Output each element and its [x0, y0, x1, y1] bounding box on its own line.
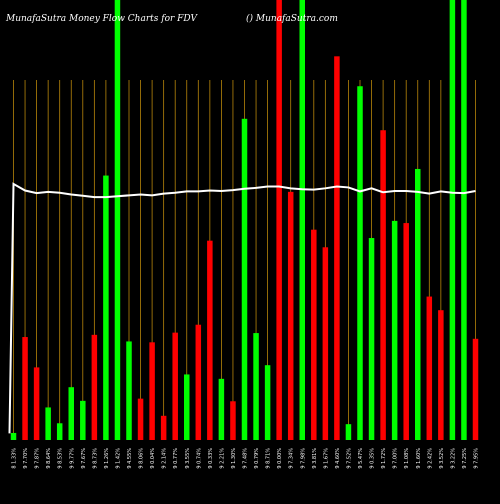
- chart-bar: [299, 0, 305, 440]
- chart-bar: [287, 191, 294, 440]
- chart-bar: [334, 56, 340, 440]
- chart-bar: [10, 432, 17, 440]
- chart-bar: [80, 400, 86, 440]
- x-tick-label: 9 8.06%: [139, 448, 145, 469]
- chart-bar: [137, 398, 144, 440]
- x-tick-label: 9 0.35%: [370, 448, 376, 469]
- x-tick-label: 9 1.67%: [323, 448, 329, 469]
- chart-bar: [91, 334, 98, 440]
- x-tick-label: 9 7.98%: [300, 448, 306, 469]
- x-tick-label: 9 2.21%: [219, 448, 225, 469]
- x-tick-label: 9 1.26%: [104, 448, 110, 469]
- chart-bar: [276, 0, 282, 440]
- chart-bar: [311, 229, 317, 440]
- x-tick-label: 9 7.00%: [393, 448, 399, 469]
- chart-bar: [172, 332, 178, 440]
- chart-bar: [264, 365, 271, 440]
- x-tick-label: 8 1.33%: [12, 448, 18, 469]
- chart-bar: [391, 220, 398, 440]
- chart-bar: [126, 341, 132, 440]
- x-tick-label: 9 2.14%: [162, 448, 168, 469]
- x-tick-label: 9 3.81%: [312, 448, 318, 469]
- x-tick-label: 9 0.77%: [173, 448, 179, 469]
- x-tick-label: 9 7.67%: [81, 448, 87, 469]
- chart-bar: [114, 0, 121, 440]
- chart-bar: [403, 223, 409, 440]
- x-tick-label: 9 3.52%: [439, 448, 445, 469]
- chart-title: MunafaSutra Money Flow Charts for FDV: [6, 14, 197, 24]
- chart-bar: [438, 310, 444, 440]
- chart-bar: [45, 407, 51, 440]
- x-tick-label: 9 8.71%: [266, 448, 272, 469]
- chart-bar: [357, 86, 363, 441]
- x-tick-label: 9 2.42%: [427, 448, 433, 469]
- x-tick-label: 9 8.64%: [46, 448, 52, 469]
- chart-bar: [472, 338, 479, 440]
- x-tick-label: 9 7.25%: [462, 448, 468, 469]
- chart-bar: [218, 378, 225, 440]
- chart-bar: [22, 337, 28, 440]
- chart-bar: [415, 168, 421, 440]
- x-tick-label: 9 7.34%: [289, 448, 295, 469]
- x-tick-label: 9 1.42%: [115, 448, 121, 469]
- x-tick-label: 9 1.08%: [404, 448, 410, 469]
- x-tick-label: 9 0.04%: [150, 448, 156, 469]
- chart-bar: [253, 333, 259, 440]
- chart-bar: [449, 0, 456, 440]
- x-tick-label: 9 7.52%: [346, 448, 352, 469]
- x-tick-label: 9 0.33%: [208, 448, 214, 469]
- x-tick-label: 9 7.95%: [474, 448, 480, 469]
- x-tick-label: 9 1.72%: [381, 448, 387, 469]
- chart-bar: [33, 367, 40, 440]
- chart-bar: [368, 238, 375, 440]
- x-tick-label: 9 7.48%: [243, 448, 249, 469]
- chart-bar: [149, 342, 155, 440]
- x-tick-label: 9 5.47%: [358, 448, 364, 469]
- x-tick-label: 9 8.53%: [58, 448, 64, 469]
- chart-bar: [68, 387, 74, 440]
- chart-bar: [184, 374, 190, 440]
- x-tick-label: 9 0.00%: [277, 448, 283, 469]
- x-tick-label: 9 0.79%: [254, 448, 260, 469]
- x-tick-label: 9 4.60%: [335, 448, 341, 469]
- chart-bar: [241, 118, 248, 441]
- x-tick-label: 9 7.70%: [23, 448, 29, 469]
- money-flow-line: [8, 182, 476, 434]
- x-tick-label: 9 9.77%: [69, 448, 75, 469]
- chart-bar: [230, 401, 236, 440]
- x-tick-label: 9 1.60%: [416, 448, 422, 469]
- chart-bar: [461, 0, 467, 440]
- chart-bar: [103, 175, 109, 440]
- chart-bar: [160, 415, 167, 440]
- x-tick-label: 9 4.55%: [127, 448, 133, 469]
- x-tick-label: 9 3.22%: [450, 448, 456, 469]
- x-tick-label: 9 8.73%: [92, 448, 98, 469]
- chart-bar: [207, 240, 213, 440]
- chart-bar: [195, 324, 202, 440]
- chart-bar: [380, 130, 386, 441]
- chart-bar: [345, 424, 352, 440]
- x-tick-label: 9 3.55%: [185, 448, 191, 469]
- x-tick-label: 9 0.74%: [196, 448, 202, 469]
- x-tick-label: 9 1.30%: [231, 448, 237, 469]
- site-credit: () MunafaSutra.com: [246, 14, 338, 24]
- chart-bar: [56, 423, 63, 440]
- x-tick-label: 9 7.87%: [35, 448, 41, 469]
- chart-bar: [322, 247, 329, 440]
- chart-bar: [426, 296, 433, 440]
